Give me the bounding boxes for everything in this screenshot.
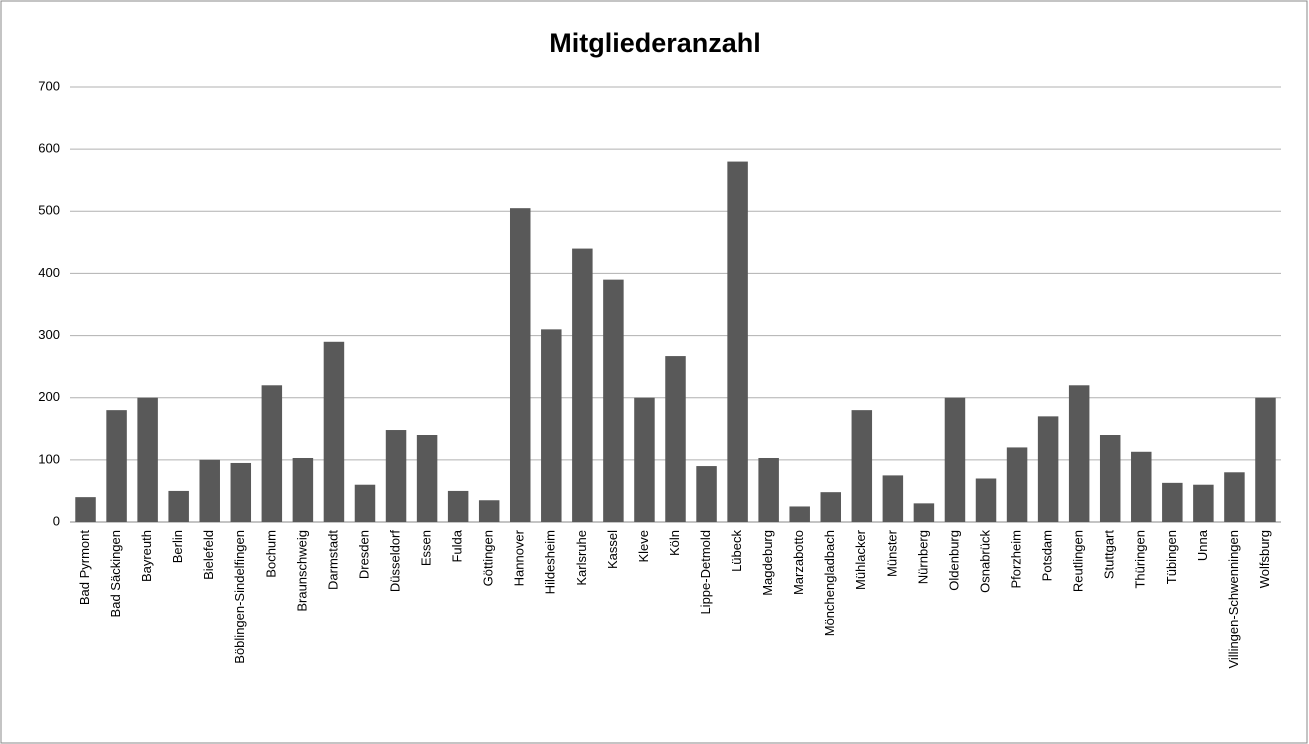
x-tick-label: Düsseldorf — [387, 530, 402, 593]
bar — [478, 500, 500, 522]
bar — [385, 430, 407, 522]
bar — [1099, 435, 1121, 522]
x-tick-label: Nürnberg — [915, 530, 930, 584]
bar — [168, 490, 189, 522]
x-tick-label: Dresden — [356, 530, 371, 579]
x-tick-label: Lippe-Detmold — [698, 530, 713, 615]
bar — [696, 466, 717, 522]
x-tick-label: Marzabotto — [791, 530, 806, 595]
bar — [851, 410, 873, 522]
x-tick-label: Lübeck — [729, 530, 744, 572]
y-tick-label: 700 — [38, 78, 60, 93]
x-tick-label: Bayreuth — [139, 530, 154, 582]
x-tick-label: Stuttgart — [1102, 530, 1117, 580]
bar — [1255, 397, 1276, 522]
bar — [1193, 484, 1214, 522]
x-tick-label: Kleve — [636, 530, 651, 563]
y-tick-label: 500 — [38, 203, 60, 218]
y-tick-label: 0 — [53, 513, 60, 528]
bar — [944, 397, 966, 522]
x-tick-label: Hildesheim — [543, 530, 558, 594]
bar — [758, 457, 779, 522]
x-tick-label: Villingen-Schwenningen — [1226, 530, 1241, 669]
x-tick-label: Wolfsburg — [1257, 530, 1272, 588]
bar — [106, 410, 127, 522]
bar — [913, 503, 935, 522]
x-tick-label: Karlsruhe — [574, 530, 589, 586]
bar — [1068, 385, 1090, 522]
x-tick-label: Darmstadt — [325, 530, 340, 590]
x-tick-label: Göttingen — [481, 530, 496, 586]
x-tick-label: Braunschweig — [294, 530, 309, 612]
bar — [603, 279, 624, 522]
x-tick-label: Kassel — [605, 530, 620, 569]
x-tick-label: Münster — [884, 529, 899, 577]
y-tick-label: 400 — [38, 265, 60, 280]
bar — [634, 397, 655, 522]
bar — [572, 248, 593, 523]
bar — [541, 329, 562, 522]
bar — [1131, 451, 1152, 522]
x-tick-label: Bad Säckingen — [108, 530, 123, 617]
x-tick-label: Unna — [1195, 529, 1210, 561]
x-tick-label: Osnabrück — [977, 530, 992, 593]
y-tick-label: 200 — [38, 389, 60, 404]
x-tick-label: Tübingen — [1164, 530, 1179, 584]
bar — [261, 385, 283, 522]
bar — [75, 497, 96, 522]
bar — [509, 208, 531, 522]
bar — [230, 462, 252, 522]
bar — [882, 475, 904, 522]
x-tick-label: Bielefeld — [201, 530, 216, 580]
y-tick-label: 300 — [38, 327, 60, 342]
bar — [199, 459, 220, 522]
bar — [727, 161, 748, 523]
chart-title: Mitgliederanzahl — [549, 28, 761, 58]
x-tick-label: Berlin — [170, 530, 185, 563]
bar — [820, 492, 842, 522]
x-tick-label: Hannover — [512, 529, 527, 586]
x-tick-label: Reutlingen — [1071, 530, 1086, 592]
x-tick-label: Pforzheim — [1009, 530, 1024, 589]
x-tick-label: Bad Pyrmont — [77, 530, 92, 606]
y-tick-label: 100 — [38, 451, 60, 466]
x-tick-label: Fulda — [450, 529, 465, 562]
bar — [665, 356, 686, 522]
bar — [137, 397, 158, 522]
x-tick-label: Potsdam — [1040, 530, 1055, 581]
bar — [292, 457, 314, 522]
bar — [1006, 447, 1028, 522]
x-tick-label: Böblingen-Sindelfingen — [232, 530, 247, 664]
bar — [975, 478, 997, 522]
bar — [323, 341, 345, 522]
bar — [416, 435, 438, 522]
bar — [447, 490, 469, 522]
x-tick-label: Magdeburg — [760, 530, 775, 596]
x-tick-label: Thüringen — [1133, 530, 1148, 589]
bar — [354, 484, 376, 522]
bar — [1162, 482, 1183, 522]
bar — [1224, 472, 1245, 522]
bar — [789, 506, 810, 522]
x-tick-label: Essen — [419, 530, 434, 566]
y-tick-label: 600 — [38, 141, 60, 156]
x-tick-label: Mönchengladbach — [822, 530, 837, 636]
x-tick-label: Bochum — [263, 530, 278, 578]
x-tick-label: Mühlacker — [853, 529, 868, 590]
x-tick-label: Oldenburg — [946, 530, 961, 591]
bar — [1037, 416, 1059, 522]
x-tick-label: Köln — [667, 530, 682, 556]
